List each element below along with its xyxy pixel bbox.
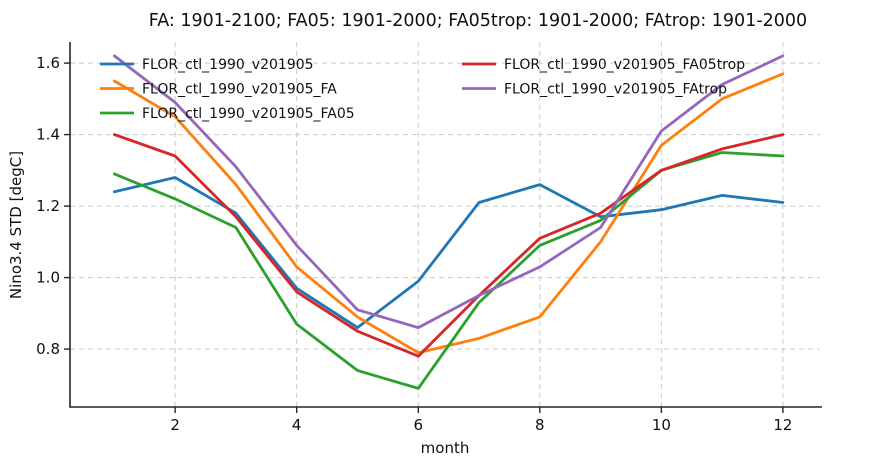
x-tick-label: 10 <box>652 416 671 434</box>
legend: FLOR_ctl_1990_v201905 FLOR_ctl_1990_v2019… <box>100 57 745 122</box>
legend-label: FLOR_ctl_1990_v201905_FAtrop <box>504 82 727 98</box>
legend-item: FLOR_ctl_1990_v201905_FA05trop <box>462 57 745 73</box>
x-tick-label: 4 <box>292 416 302 434</box>
series-line-FLOR_ctl_1990_v201905 <box>113 176 785 330</box>
x-tick-label: 8 <box>535 416 545 434</box>
legend-item: FLOR_ctl_1990_v201905_FA <box>100 82 337 98</box>
x-axis-label: month <box>421 439 470 457</box>
legend-label: FLOR_ctl_1990_v201905_FA05trop <box>504 57 745 73</box>
grid-layer <box>70 42 820 407</box>
legend-item: FLOR_ctl_1990_v201905_FA05 <box>100 106 355 122</box>
y-tick-label: 1.4 <box>36 126 60 144</box>
y-axis-label: Nino3.4 STD [degC] <box>7 151 25 299</box>
legend-item: FLOR_ctl_1990_v201905_FAtrop <box>462 82 727 98</box>
x-tick-label: 2 <box>170 416 180 434</box>
x-tick-label: 6 <box>413 416 423 434</box>
legend-item: FLOR_ctl_1990_v201905 <box>100 57 314 73</box>
series-line-FLOR_ctl_1990_v201905_FA05 <box>113 151 785 390</box>
y-tick-label: 1.2 <box>36 197 60 215</box>
y-tick-label: 1.0 <box>36 269 60 287</box>
x-tick-label: 12 <box>773 416 792 434</box>
legend-label: FLOR_ctl_1990_v201905 <box>142 57 314 73</box>
chart-title: FA: 1901-2100; FA05: 1901-2000; FA05trop… <box>149 11 807 31</box>
series-line-FLOR_ctl_1990_v201905_FAtrop <box>113 54 785 330</box>
series-line-FLOR_ctl_1990_v201905_FA05trop <box>113 133 785 358</box>
legend-label: FLOR_ctl_1990_v201905_FA <box>142 82 337 98</box>
y-tick-label: 1.6 <box>36 54 60 72</box>
y-tick-label: 0.8 <box>36 340 60 358</box>
series-layer <box>113 54 785 390</box>
legend-label: FLOR_ctl_1990_v201905_FA05 <box>142 106 355 122</box>
axis-layer: 2 4 6 8 10 12 0.8 1.0 1.2 1.4 1.6 <box>36 42 822 434</box>
